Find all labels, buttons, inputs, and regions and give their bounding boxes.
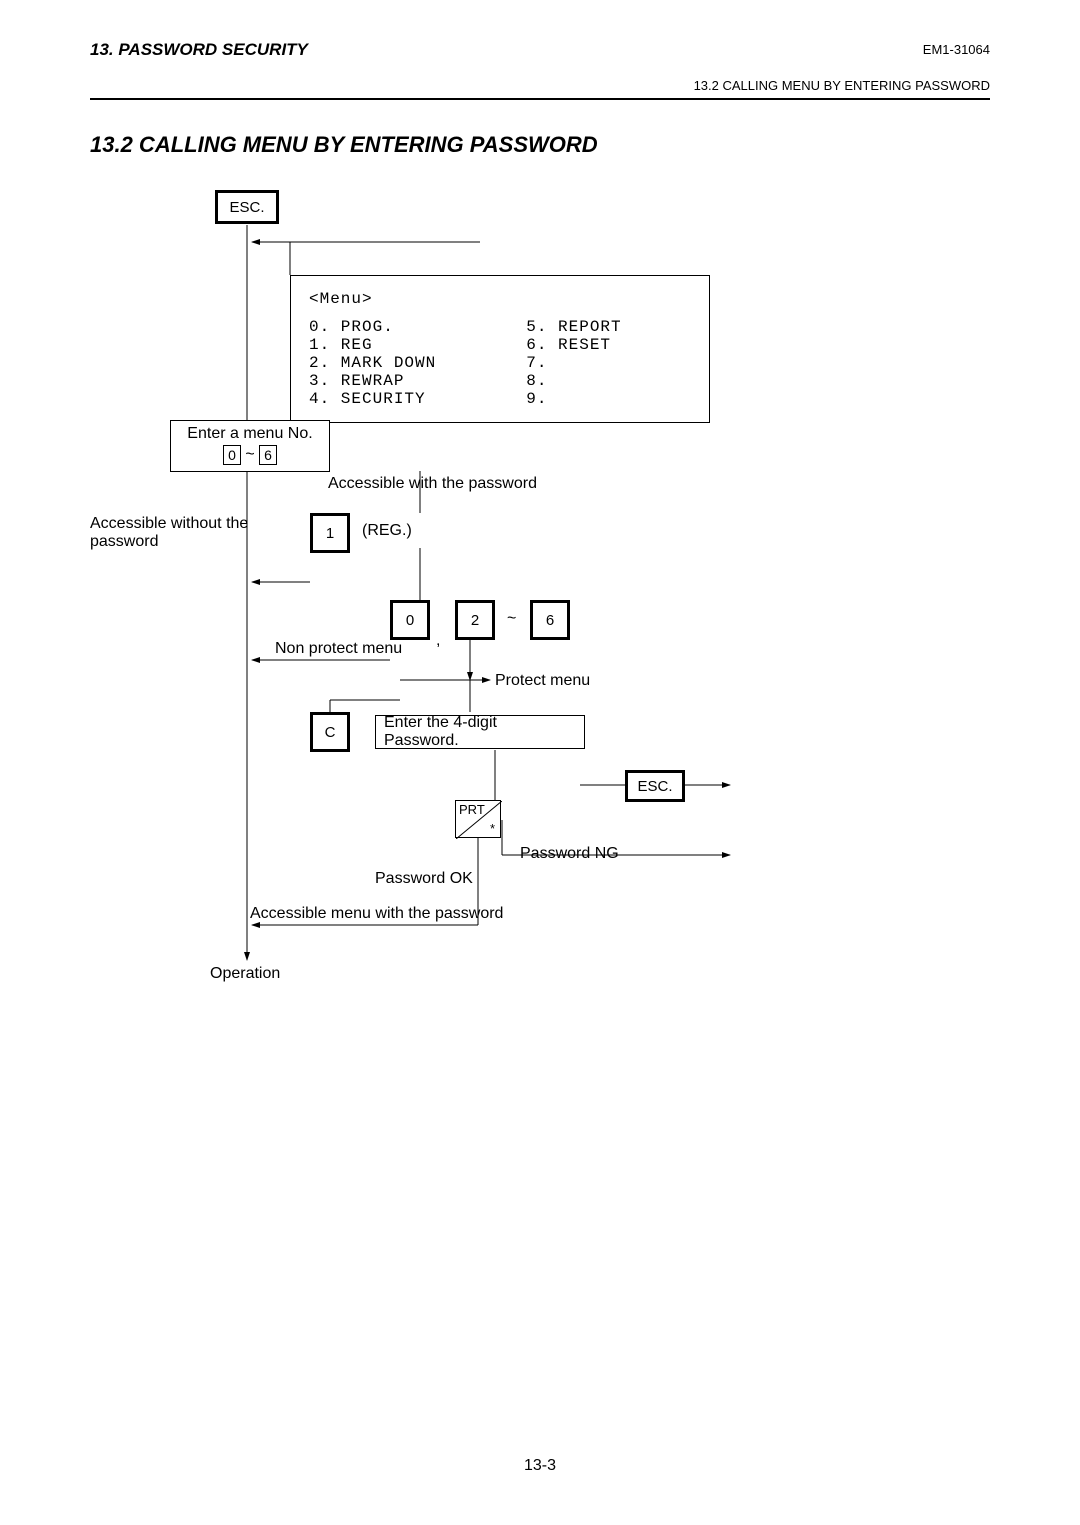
header-left: 13. PASSWORD SECURITY bbox=[90, 40, 308, 60]
operation-label: Operation bbox=[210, 965, 280, 983]
password-ng-label: Password NG bbox=[520, 845, 619, 863]
menu-item: 5. REPORT bbox=[526, 318, 621, 336]
prt-key: PRT * bbox=[455, 800, 501, 838]
menu-item: 7. bbox=[526, 354, 621, 372]
prt-star: * bbox=[490, 821, 495, 836]
key-1: 1 bbox=[310, 513, 350, 553]
menu-title: <Menu> bbox=[309, 290, 691, 308]
menu-item: 6. RESET bbox=[526, 336, 621, 354]
menu-item: 4. SECURITY bbox=[309, 390, 436, 408]
flow-lines bbox=[0, 0, 1080, 1525]
enter-menu-label: Enter a menu No. bbox=[183, 425, 317, 443]
key-0: 0 bbox=[390, 600, 430, 640]
page-number: 13-3 bbox=[0, 1457, 1080, 1475]
key-6: 6 bbox=[530, 600, 570, 640]
menu-item: 3. REWRAP bbox=[309, 372, 436, 390]
esc-key-top: ESC. bbox=[215, 190, 279, 224]
accessible-with-pw-label: Accessible with the password bbox=[328, 475, 537, 493]
range-high-key: 6 bbox=[259, 445, 277, 465]
menu-col-right: 5. REPORT 6. RESET 7. 8. 9. bbox=[526, 318, 621, 408]
menu-item: 2. MARK DOWN bbox=[309, 354, 436, 372]
accessible-without-pw-label: Accessible without the password bbox=[90, 515, 260, 551]
enter-password-box: Enter the 4-digit Password. bbox=[375, 715, 585, 749]
range-low-key: 0 bbox=[223, 445, 241, 465]
header-doc-code: EM1-31064 bbox=[923, 42, 990, 57]
key-2: 2 bbox=[455, 600, 495, 640]
comma: , bbox=[436, 632, 440, 650]
accessible-menu-pw-label: Accessible menu with the password bbox=[250, 905, 503, 923]
protect-menu-label: Protect menu bbox=[495, 672, 590, 690]
header-rule bbox=[90, 98, 990, 100]
header-subhead: 13.2 CALLING MENU BY ENTERING PASSWORD bbox=[694, 78, 990, 93]
reg-label: (REG.) bbox=[362, 522, 412, 540]
menu-item: 9. bbox=[526, 390, 621, 408]
menu-item: 8. bbox=[526, 372, 621, 390]
menu-item: 0. PROG. bbox=[309, 318, 436, 336]
non-protect-label: Non protect menu bbox=[275, 640, 402, 658]
key-c: C bbox=[310, 712, 350, 752]
range-tilde: ~ bbox=[245, 446, 254, 463]
menu-box: <Menu> 0. PROG. 1. REG 2. MARK DOWN 3. R… bbox=[290, 275, 710, 423]
menu-col-left: 0. PROG. 1. REG 2. MARK DOWN 3. REWRAP 4… bbox=[309, 318, 436, 408]
enter-menu-box: Enter a menu No. 0 ~ 6 bbox=[170, 420, 330, 472]
password-ok-label: Password OK bbox=[375, 870, 473, 888]
tilde: ~ bbox=[507, 610, 516, 628]
section-title: 13.2 CALLING MENU BY ENTERING PASSWORD bbox=[90, 132, 598, 158]
menu-item: 1. REG bbox=[309, 336, 436, 354]
esc-key-2: ESC. bbox=[625, 770, 685, 802]
